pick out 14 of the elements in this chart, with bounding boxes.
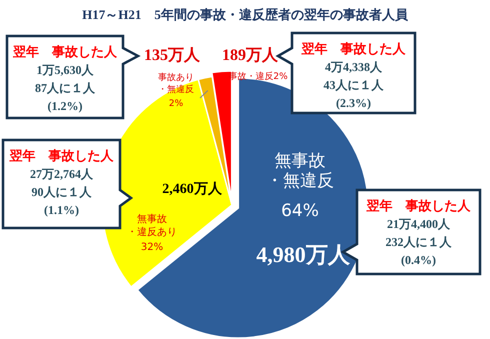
text: 翌年 事故した人 1万5,630人 87人に１人 (1.2%) xyxy=(12,44,118,113)
chart-title: H17～H21 5年間の事故・違反歴者の翌年の事故者人員 xyxy=(82,7,409,22)
data-label: 189万人 xyxy=(222,46,279,64)
text: 32% xyxy=(140,242,164,253)
slice-label: 無事故・無違反 xyxy=(266,151,334,191)
text: 64% xyxy=(281,201,319,221)
text: 翌年 事故した人 27万2,764人 90人に１人 (1.1%) xyxy=(8,148,114,217)
text: 2% xyxy=(168,99,184,109)
data-label: 4,980万人 xyxy=(256,242,351,267)
slice-label: 無事故・違反あり xyxy=(127,213,177,238)
data-label: 2,460万人 xyxy=(162,181,223,197)
text: 翌年 事故した人 21万4,400人 232人に１人 (0.4%) xyxy=(366,198,472,267)
text: 翌年 事故した人 4万4,338人 43人に１人 (2.3%) xyxy=(300,41,406,110)
data-label: 135万人 xyxy=(144,46,201,64)
